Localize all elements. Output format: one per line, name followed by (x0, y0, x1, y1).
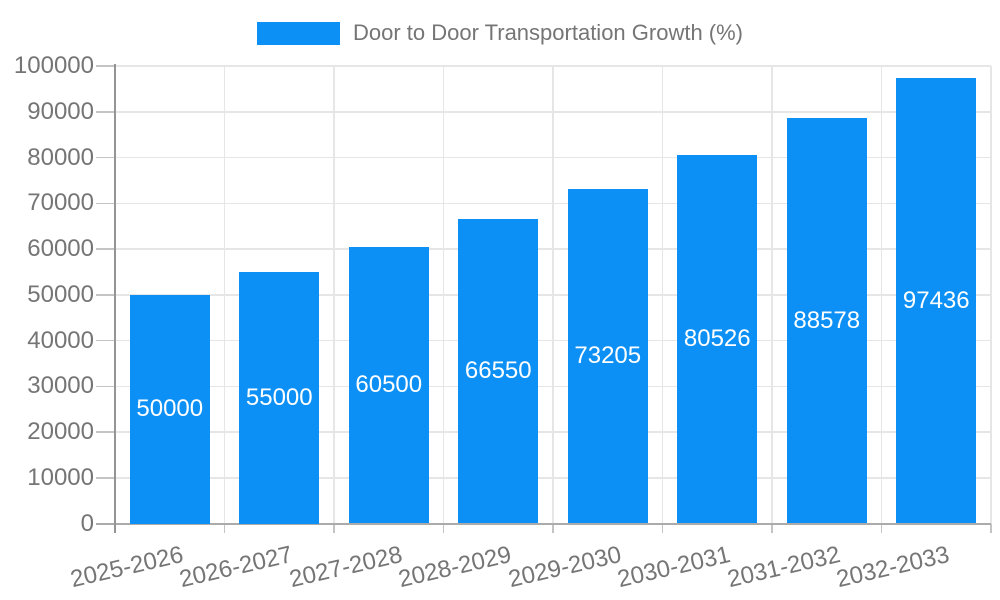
gridline-vertical (223, 66, 226, 524)
y-axis-tick (96, 339, 115, 342)
y-tick-label: 20000 (27, 418, 94, 445)
bar (458, 219, 539, 524)
y-axis-tick (96, 156, 115, 159)
legend-label: Door to Door Transportation Growth (%) (352, 20, 744, 45)
legend-item[interactable]: Door to Door Transportation Growth (%) (256, 20, 744, 46)
y-axis-tick (96, 248, 115, 250)
bar-value-label: 50000 (136, 395, 204, 423)
legend-swatch-icon (256, 21, 340, 45)
bar (677, 155, 758, 524)
y-tick-label: 0 (80, 509, 94, 537)
y-tick-label: 10000 (27, 463, 94, 491)
x-axis-tick (223, 523, 226, 533)
y-axis-tick (96, 385, 115, 387)
x-axis-tick (552, 523, 554, 533)
x-tick-label: 2026-2027 (177, 541, 296, 594)
y-tick-label: 40000 (27, 326, 94, 354)
y-axis-tick (96, 294, 115, 296)
y-tick-label: 30000 (27, 372, 94, 400)
y-tick-label: 80000 (27, 143, 94, 171)
bar (348, 246, 429, 524)
bar-value-label: 73205 (574, 342, 642, 370)
bar (239, 271, 320, 524)
x-axis-tick (661, 523, 664, 533)
gridline-vertical (661, 66, 664, 524)
y-axis-line (114, 64, 116, 533)
gridline-vertical (771, 66, 773, 524)
x-tick-label: 2027-2028 (286, 541, 405, 594)
bar (896, 77, 977, 524)
y-tick-label: 100000 (13, 52, 94, 79)
legend: Door to Door Transportation Growth (%) (0, 20, 1000, 46)
y-tick-label: 70000 (27, 189, 94, 217)
gridline-vertical (990, 66, 992, 524)
bar (129, 294, 210, 524)
x-tick-label: 2025-2026 (67, 541, 186, 594)
x-axis-tick (880, 523, 883, 533)
gridline-vertical (333, 66, 335, 524)
y-axis-tick (96, 202, 115, 204)
gridline-vertical (552, 66, 554, 524)
x-tick-label: 2030-2031 (615, 541, 734, 594)
x-axis-tick (333, 523, 335, 533)
bar (786, 118, 867, 524)
y-axis-tick (96, 111, 115, 113)
y-tick-label: 90000 (27, 97, 94, 125)
bar (567, 188, 648, 524)
bar-value-label: 97436 (902, 286, 970, 314)
x-tick-label: 2029-2030 (505, 541, 624, 594)
gridline-vertical (880, 66, 883, 524)
x-axis-tick (442, 523, 445, 533)
y-tick-label: 60000 (27, 235, 94, 262)
x-axis-tick (990, 523, 992, 533)
bar-value-label: 66550 (464, 357, 532, 385)
gridline-vertical (442, 66, 445, 524)
bar-value-label: 88578 (793, 306, 861, 334)
x-axis-line (96, 522, 991, 525)
y-tick-label: 50000 (27, 280, 94, 308)
y-axis-tick (96, 477, 115, 479)
y-axis-tick (96, 65, 115, 67)
x-tick-label: 2032-2033 (834, 541, 953, 594)
x-tick-label: 2031-2032 (724, 541, 843, 594)
bar-value-label: 80526 (683, 325, 751, 353)
x-tick-label: 2028-2029 (396, 541, 515, 594)
y-axis-tick (96, 431, 115, 433)
x-axis-tick (771, 523, 773, 533)
bar-value-label: 60500 (355, 371, 423, 399)
bar-value-label: 55000 (245, 383, 313, 411)
